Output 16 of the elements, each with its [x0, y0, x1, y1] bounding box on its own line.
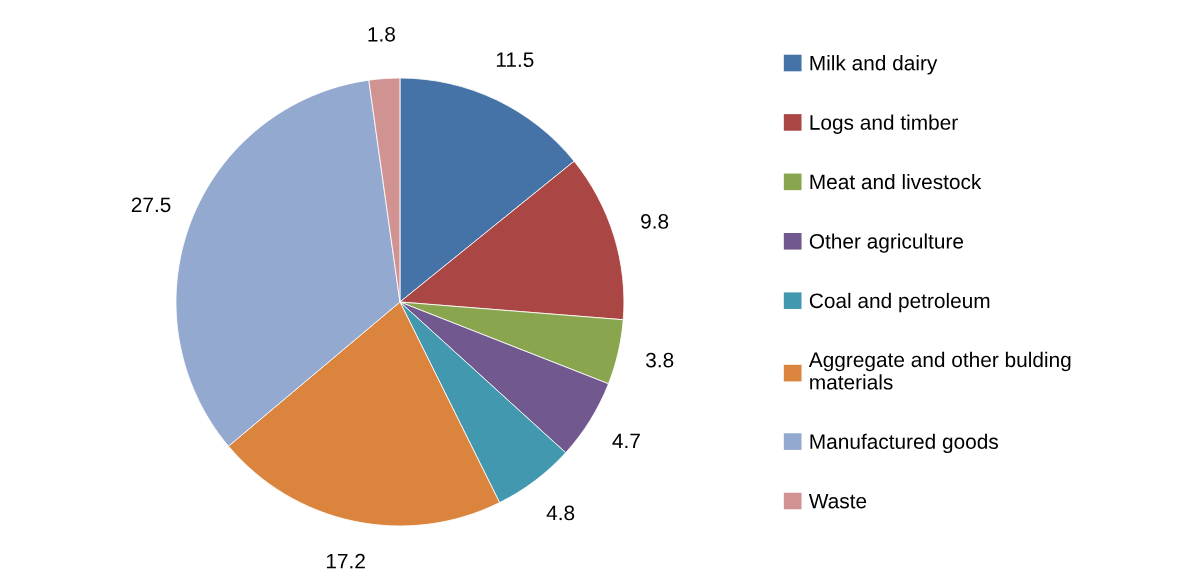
data-label: 3.8 — [646, 352, 674, 368]
data-label: 4.7 — [612, 433, 640, 449]
data-label: 11.5 — [496, 52, 534, 68]
data-label: 27.5 — [131, 197, 171, 213]
data-label: 4.8 — [546, 505, 575, 521]
legend-label: Waste — [808, 493, 867, 509]
legend-label: Logs and timber — [810, 114, 958, 134]
legend-label: Milk and dairy — [810, 55, 938, 75]
data-label: 17.2 — [326, 553, 365, 569]
legend-label: Meat and livestock — [810, 173, 982, 190]
data-label: 1.8 — [368, 26, 395, 42]
legend-label: Manufactured goods — [810, 433, 998, 454]
legend-label: Aggregate and other bulding materials — [808, 351, 1071, 390]
legend-label: Other agriculture — [809, 233, 964, 253]
data-label: 9.8 — [641, 214, 669, 229]
legend-label: Coal and petroleum — [809, 292, 990, 313]
